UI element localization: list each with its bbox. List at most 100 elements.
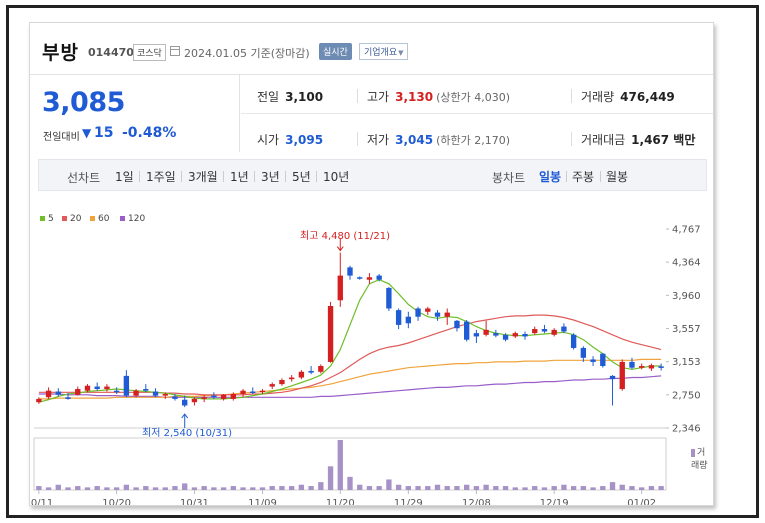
candle-body bbox=[434, 312, 441, 317]
legend-label: 60 bbox=[98, 214, 110, 224]
candle-body bbox=[84, 385, 91, 391]
legend-ma20: 20 bbox=[62, 214, 81, 224]
company-info-label: 기업개요 bbox=[364, 48, 398, 58]
period-1w[interactable]: 1주일 bbox=[146, 170, 176, 184]
candle-body bbox=[220, 394, 227, 399]
candle-body bbox=[522, 333, 528, 337]
candle-weekly[interactable]: 주봉 bbox=[572, 170, 595, 184]
volume-bar bbox=[648, 486, 655, 490]
legend-label: 20 bbox=[70, 214, 82, 224]
candle-body bbox=[279, 379, 285, 385]
volume-bar bbox=[512, 487, 518, 490]
volume-bar bbox=[532, 486, 538, 490]
stat-label: 거래대금 bbox=[581, 133, 626, 147]
candle-body bbox=[250, 391, 256, 394]
candle-body bbox=[182, 399, 188, 406]
change-label: 전일대비 bbox=[43, 132, 80, 143]
change-percent: -0.48% bbox=[122, 125, 177, 141]
candle-body bbox=[473, 333, 480, 337]
candle-body bbox=[541, 329, 548, 332]
volume-bar bbox=[337, 440, 343, 490]
volume-bar bbox=[464, 484, 470, 490]
stock-name[interactable]: 부방 bbox=[42, 42, 79, 64]
period-3m[interactable]: 3개월 bbox=[188, 170, 218, 184]
period-1d[interactable]: 1일 bbox=[115, 170, 134, 184]
legend-swatch bbox=[40, 216, 45, 221]
candle-body bbox=[357, 277, 363, 279]
period-5y[interactable]: 5년 bbox=[292, 170, 311, 184]
high-annotation: 최고 4,480 (11/21) bbox=[300, 231, 391, 242]
period-1y[interactable]: 1년 bbox=[230, 170, 249, 184]
volume-bar bbox=[551, 486, 557, 490]
volume-bar bbox=[143, 486, 149, 490]
high-arrow-icon bbox=[336, 246, 344, 252]
period-10y[interactable]: 10년 bbox=[323, 170, 350, 184]
candle-body bbox=[425, 308, 431, 312]
stat-label: 고가 bbox=[367, 90, 390, 104]
volume-bar bbox=[201, 486, 207, 490]
down-triangle-icon: ▼ bbox=[82, 126, 92, 140]
y-tick-label: 4,767 bbox=[672, 225, 701, 236]
price-chart[interactable]: 4,767 4,364 3,960 3,557 3,153 2,750 2,346 10/11… bbox=[30, 203, 714, 506]
y-tick-label: 2,750 bbox=[672, 390, 701, 401]
divider bbox=[357, 89, 358, 103]
stat-label: 거래량 bbox=[581, 90, 615, 104]
candle-body bbox=[75, 389, 81, 395]
volume-bar bbox=[629, 486, 635, 490]
low-annotation: 최저 2,540 (10/31) bbox=[142, 428, 233, 439]
stat-label: 저가 bbox=[367, 133, 390, 147]
legend-swatch bbox=[691, 448, 695, 457]
low-arrow-icon bbox=[181, 413, 189, 419]
stock-widget: 부방 014470 코스닥 2024.01.05 기준(장마감) 실시간 기업개… bbox=[29, 22, 714, 506]
candle-body bbox=[259, 390, 266, 393]
volume-bar bbox=[493, 486, 499, 490]
period-3y[interactable]: 3년 bbox=[261, 170, 280, 184]
candle-body bbox=[454, 320, 460, 329]
candle-body bbox=[152, 391, 159, 396]
volume-bar bbox=[502, 486, 509, 490]
candle-body bbox=[561, 326, 567, 332]
legend-label: 120 bbox=[128, 214, 146, 224]
candle-body bbox=[162, 393, 168, 396]
volume-bar bbox=[580, 486, 587, 490]
volume-bar bbox=[395, 484, 402, 490]
legend-swatch bbox=[90, 216, 95, 221]
volume-bar bbox=[288, 486, 295, 490]
volume-bar bbox=[619, 484, 625, 490]
volume-bar bbox=[84, 487, 91, 490]
candle-body bbox=[658, 366, 664, 368]
y-tick-label: 2,346 bbox=[672, 424, 701, 435]
divider bbox=[357, 132, 358, 146]
price-stats: 전일 3,100 고가 3,130 (상한가 4,030) 거래량 476,449 시가… bbox=[241, 75, 713, 152]
current-price-panel: 3,085 전일대비 ▼ 15 -0.48% bbox=[30, 75, 240, 152]
volume-bar bbox=[590, 487, 596, 490]
volume-legend-label: 거래량 bbox=[691, 448, 708, 471]
candle-body bbox=[609, 375, 616, 380]
realtime-button[interactable]: 실시간 bbox=[319, 43, 352, 60]
volume-bar bbox=[318, 482, 324, 490]
y-tick-label: 3,557 bbox=[672, 324, 701, 335]
candle-chart-label: 봉차트 bbox=[492, 171, 526, 185]
volume-bar bbox=[269, 486, 275, 490]
legend-swatch bbox=[120, 216, 125, 221]
volume-bar bbox=[405, 486, 412, 490]
candle-body bbox=[45, 390, 52, 398]
volume-bar bbox=[561, 484, 567, 490]
candle-body bbox=[133, 390, 139, 396]
candle-body bbox=[94, 386, 100, 390]
x-tick-label: 12/19 bbox=[540, 498, 569, 506]
candle-daily[interactable]: 일봉 bbox=[539, 170, 562, 184]
volume-bar bbox=[347, 476, 353, 490]
candle-body bbox=[211, 395, 217, 398]
volume-bar bbox=[609, 482, 616, 490]
company-info-dropdown[interactable]: 기업개요▼ bbox=[359, 43, 408, 60]
candle-body bbox=[444, 312, 450, 317]
stat-high: 고가 3,130 (상한가 4,030) bbox=[367, 88, 510, 105]
candle-body bbox=[36, 398, 42, 403]
x-tick-label: 01/02 bbox=[627, 498, 656, 506]
candle-monthly[interactable]: 월봉 bbox=[606, 170, 629, 184]
stat-open: 시가 3,095 bbox=[257, 131, 323, 148]
candle-body bbox=[308, 370, 314, 373]
candle-body bbox=[512, 333, 518, 337]
chevron-down-icon: ▼ bbox=[398, 49, 404, 57]
